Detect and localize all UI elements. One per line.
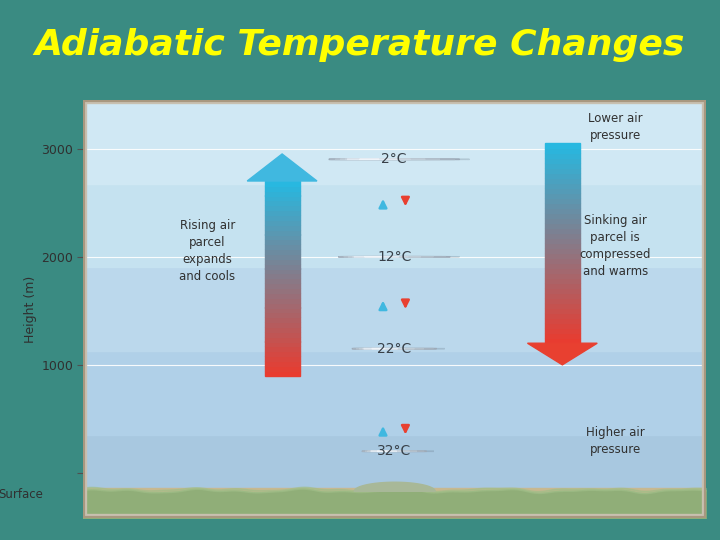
Text: 32°C: 32°C <box>377 444 411 458</box>
Bar <box>83 267 706 351</box>
Bar <box>265 370 300 376</box>
Bar <box>545 258 580 263</box>
Bar <box>265 254 300 259</box>
Bar <box>265 225 300 230</box>
Bar <box>545 168 580 173</box>
Bar <box>265 195 300 200</box>
Bar <box>265 351 300 356</box>
Bar <box>265 356 300 361</box>
Bar <box>265 191 300 195</box>
Bar <box>265 317 300 322</box>
Bar <box>545 188 580 193</box>
Bar <box>265 361 300 366</box>
Bar <box>545 143 580 148</box>
Bar <box>545 308 580 313</box>
Bar <box>265 205 300 210</box>
Bar <box>83 488 706 518</box>
Bar <box>265 220 300 225</box>
Bar <box>265 234 300 239</box>
Bar <box>265 298 300 302</box>
Bar <box>545 198 580 203</box>
Text: Adiabatic Temperature Changes: Adiabatic Temperature Changes <box>35 29 685 62</box>
Bar <box>83 351 706 435</box>
Bar <box>265 244 300 249</box>
Text: Rising air
parcel
expands
and cools: Rising air parcel expands and cools <box>179 219 235 284</box>
Bar <box>265 346 300 352</box>
Bar <box>545 338 580 343</box>
Polygon shape <box>247 154 317 181</box>
Text: Lower air
pressure: Lower air pressure <box>588 112 643 142</box>
Bar <box>265 288 300 293</box>
Bar <box>265 215 300 220</box>
Bar <box>265 278 300 283</box>
Bar <box>265 249 300 254</box>
Bar <box>545 283 580 288</box>
Bar <box>545 163 580 168</box>
Bar <box>545 238 580 243</box>
Bar <box>545 193 580 198</box>
Bar <box>265 230 300 234</box>
Bar <box>83 184 706 267</box>
Bar <box>545 248 580 253</box>
Bar <box>545 148 580 153</box>
Text: 2°C: 2°C <box>382 152 407 166</box>
Bar <box>545 288 580 293</box>
Bar <box>545 213 580 218</box>
Bar <box>545 183 580 188</box>
Y-axis label: Height (m): Height (m) <box>24 275 37 343</box>
Bar <box>265 366 300 371</box>
Bar <box>545 273 580 278</box>
Bar <box>265 336 300 342</box>
Bar <box>545 323 580 328</box>
Bar <box>83 435 706 518</box>
Text: Surface: Surface <box>0 488 44 501</box>
Bar <box>265 307 300 313</box>
Bar <box>265 181 300 186</box>
Bar <box>545 218 580 223</box>
Text: Higher air
pressure: Higher air pressure <box>586 426 644 456</box>
Bar <box>545 178 580 183</box>
Bar <box>545 263 580 268</box>
Bar <box>265 239 300 244</box>
Bar <box>265 273 300 278</box>
Bar <box>545 233 580 238</box>
Bar <box>545 173 580 178</box>
Bar <box>265 341 300 347</box>
Bar <box>265 302 300 307</box>
Bar <box>545 228 580 233</box>
Bar <box>545 208 580 213</box>
Bar <box>265 200 300 205</box>
Bar <box>545 318 580 323</box>
Bar <box>265 210 300 215</box>
Bar <box>545 328 580 333</box>
Bar <box>545 268 580 273</box>
Bar <box>545 253 580 258</box>
Bar <box>545 158 580 163</box>
Bar <box>265 312 300 318</box>
Text: 12°C: 12°C <box>377 249 411 264</box>
Bar <box>545 243 580 248</box>
Bar <box>265 322 300 327</box>
Bar <box>545 203 580 208</box>
Bar <box>265 283 300 288</box>
Polygon shape <box>528 343 597 365</box>
Bar <box>545 313 580 318</box>
Bar <box>83 100 706 184</box>
Text: Sinking air
parcel is
compressed
and warms: Sinking air parcel is compressed and war… <box>580 214 651 278</box>
Bar <box>265 259 300 264</box>
Bar <box>265 264 300 268</box>
Text: 22°C: 22°C <box>377 342 411 356</box>
Bar <box>545 298 580 303</box>
Bar <box>265 268 300 273</box>
Bar <box>545 278 580 283</box>
Bar <box>265 293 300 298</box>
Bar <box>545 153 580 158</box>
Bar <box>545 303 580 308</box>
Bar <box>545 333 580 338</box>
Bar <box>545 223 580 228</box>
Bar <box>265 332 300 337</box>
Bar <box>265 186 300 191</box>
Bar <box>265 327 300 332</box>
Bar <box>545 293 580 298</box>
